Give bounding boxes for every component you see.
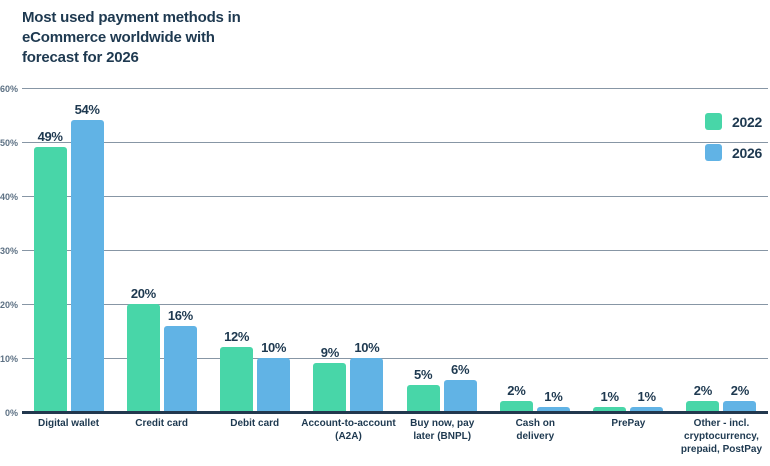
bar-value-label: 2% bbox=[730, 383, 750, 398]
bar-column-2026: 2% bbox=[723, 383, 757, 412]
bar-column-2022: 49% bbox=[33, 129, 67, 412]
bar-2026 bbox=[70, 120, 104, 412]
bar-value-label: 9% bbox=[320, 345, 340, 360]
bar-column-2026: 1% bbox=[536, 389, 570, 412]
legend-label-2022: 2022 bbox=[732, 113, 762, 130]
x-axis-category-label: Credit card bbox=[135, 418, 189, 429]
bar-value-label: 5% bbox=[414, 367, 433, 382]
bar-column-2026: 54% bbox=[70, 102, 104, 412]
bar-2026 bbox=[350, 358, 384, 412]
x-axis-category-label: PrePay bbox=[611, 418, 646, 429]
bar-value-label: 1% bbox=[637, 389, 657, 404]
bar-2022 bbox=[220, 347, 254, 412]
bar-column-2022: 1% bbox=[593, 389, 627, 412]
bar-2026 bbox=[443, 380, 477, 412]
bar-2026 bbox=[257, 358, 291, 412]
bar-column-2022: 2% bbox=[686, 383, 720, 412]
bar-value-label: 12% bbox=[224, 329, 250, 344]
bar-column-2022: 9% bbox=[313, 345, 347, 412]
x-axis-category-label: Debit card bbox=[230, 418, 280, 429]
bar-group: 12% 10% bbox=[209, 88, 302, 412]
bar-2026 bbox=[536, 407, 570, 412]
gridline-20 bbox=[22, 303, 768, 305]
bar-column-2026: 10% bbox=[350, 340, 384, 412]
bar-column-2026: 6% bbox=[443, 362, 477, 412]
x-axis-labels: Digital wallet Credit card Debit card Accou… bbox=[22, 417, 768, 456]
bar-groups: 49% 54% 20% 16% 12% 10% 9% 10% 5% 6% 2% 1% 1% 1% 2% 2% bbox=[22, 88, 768, 412]
bar-value-label: 1% bbox=[600, 389, 620, 404]
x-axis-category-label: Account-to-account (A2A) bbox=[301, 418, 396, 442]
bar-2026 bbox=[630, 407, 664, 412]
bar-2026 bbox=[723, 401, 757, 412]
bar-2022 bbox=[126, 304, 160, 412]
legend-label-2026: 2026 bbox=[732, 144, 762, 161]
x-axis-category-label: Buy now, pay later (BNPL) bbox=[410, 418, 475, 442]
bar-value-label: 49% bbox=[37, 129, 63, 144]
gridline-30 bbox=[22, 249, 768, 251]
bar-2022 bbox=[313, 363, 347, 412]
bar-2026 bbox=[163, 326, 197, 412]
legend-swatch-2022-icon bbox=[705, 113, 723, 130]
chart-title: Most used payment methods in eCommerce w… bbox=[22, 8, 302, 68]
bar-value-label: 1% bbox=[544, 389, 563, 404]
bar-value-label: 16% bbox=[167, 308, 193, 323]
legend: 2022 2026 bbox=[705, 113, 762, 161]
bar-2022 bbox=[686, 401, 720, 412]
chart-title-line-3: forecast for 2026 bbox=[22, 49, 139, 66]
y-axis-tick-label: 20% bbox=[0, 299, 18, 310]
y-axis-tick-label: 50% bbox=[0, 137, 18, 148]
y-axis-tick-label: 60% bbox=[0, 83, 18, 94]
plot-area: 49% 54% 20% 16% 12% 10% 9% 10% 5% 6% 2% 1% 1% 1% 2% 2% bbox=[22, 87, 768, 414]
y-axis-tick-label: 0% bbox=[4, 407, 18, 418]
bar-column-2026: 10% bbox=[257, 340, 291, 412]
x-axis-category-label: Digital wallet bbox=[37, 418, 100, 429]
bar-column-2022: 2% bbox=[499, 383, 533, 412]
bar-column-2026: 16% bbox=[163, 308, 197, 412]
bar-group: 2% 1% bbox=[488, 88, 581, 412]
bar-value-label: 20% bbox=[130, 286, 156, 301]
x-axis-category-label: Cash on delivery bbox=[515, 418, 556, 442]
bar-column-2026: 1% bbox=[630, 389, 664, 412]
chart-title-line-2: eCommerce worldwide with bbox=[22, 29, 215, 46]
bar-group: 20% 16% bbox=[115, 88, 208, 412]
bar-2022 bbox=[33, 147, 67, 412]
y-axis: 60% 50% 40% 30% 20% 10% 0% bbox=[0, 84, 19, 418]
y-axis-tick-label: 10% bbox=[0, 353, 18, 364]
x-axis-category-label: Other - incl. cryptocurrency, prepaid, P… bbox=[680, 418, 763, 455]
gridline-60 bbox=[22, 87, 768, 89]
bar-column-2022: 5% bbox=[406, 367, 440, 412]
bar-group: 2% 2% bbox=[675, 88, 768, 412]
bar-2022 bbox=[406, 385, 440, 412]
bar-group: 9% 10% bbox=[302, 88, 395, 412]
bar-column-2022: 20% bbox=[126, 286, 160, 412]
bar-value-label: 54% bbox=[74, 102, 100, 117]
bar-value-label: 10% bbox=[354, 340, 380, 355]
y-axis-tick-label: 40% bbox=[0, 191, 18, 202]
bar-value-label: 2% bbox=[693, 383, 713, 398]
x-axis-line bbox=[22, 411, 768, 414]
bar-group: 49% 54% bbox=[22, 88, 115, 412]
legend-item-2026: 2026 bbox=[705, 144, 762, 161]
y-axis-tick-label: 30% bbox=[0, 245, 18, 256]
bar-group: 5% 6% bbox=[395, 88, 488, 412]
bar-value-label: 2% bbox=[507, 383, 526, 398]
bar-group: 1% 1% bbox=[582, 88, 675, 412]
gridline-50 bbox=[22, 141, 768, 143]
gridline-40 bbox=[22, 195, 768, 197]
bar-2022 bbox=[499, 401, 533, 412]
legend-swatch-2026-icon bbox=[705, 144, 723, 161]
legend-item-2022: 2022 bbox=[705, 113, 762, 130]
chart-title-line-1: Most used payment methods in bbox=[22, 9, 241, 26]
bar-column-2022: 12% bbox=[220, 329, 254, 412]
bar-value-label: 6% bbox=[451, 362, 470, 377]
bar-2022 bbox=[593, 407, 627, 412]
bar-value-label: 10% bbox=[261, 340, 287, 355]
gridline-10 bbox=[22, 357, 768, 359]
